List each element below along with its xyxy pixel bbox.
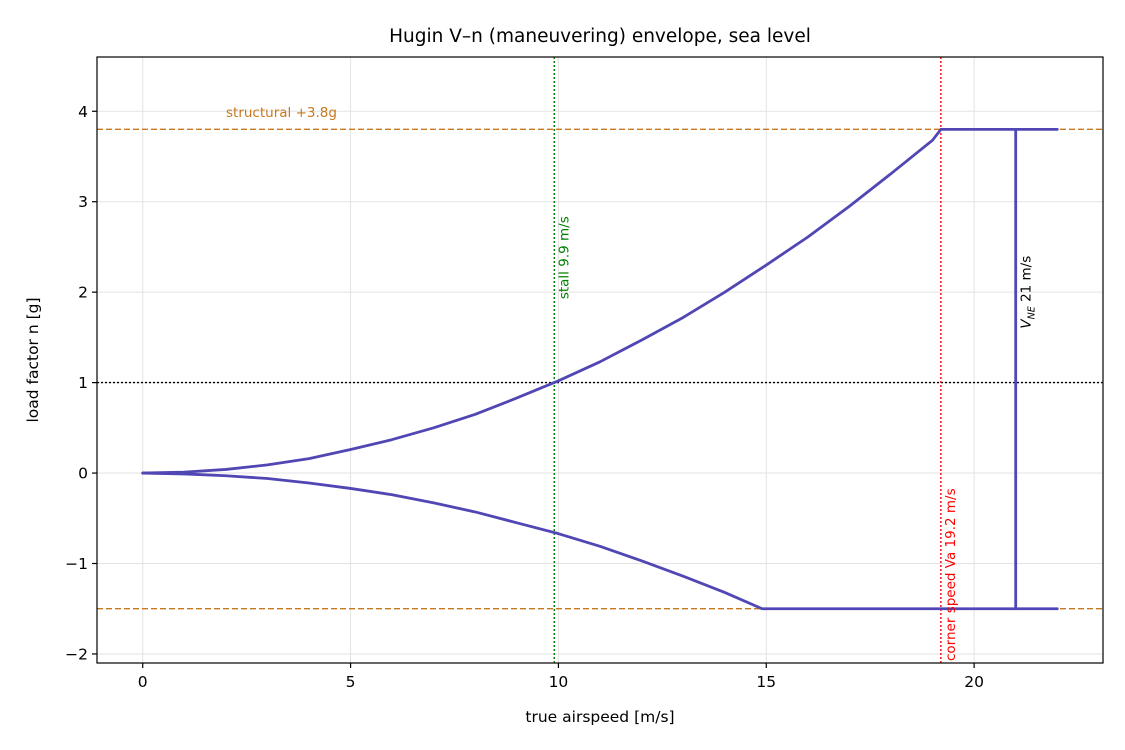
plot-frame <box>96 56 1104 664</box>
y-tick-label: −1 <box>65 555 88 573</box>
vne-label-sub: NE <box>1027 306 1038 319</box>
envelope-line <box>141 471 1059 611</box>
chart-title: Hugin V–n (maneuvering) envelope, sea le… <box>389 26 811 47</box>
x-tick-label: 0 <box>138 673 148 691</box>
x-tick-label: 5 <box>346 673 356 691</box>
x-tick-label: 10 <box>549 673 569 691</box>
x-tick-label: 15 <box>756 673 776 691</box>
y-tick-label: 2 <box>78 284 88 302</box>
y-tick-label: 3 <box>78 193 88 211</box>
y-tick-label: 4 <box>78 103 88 121</box>
y-tick-label: 0 <box>78 465 88 483</box>
x-axis-label: true airspeed [m/s] <box>525 708 674 726</box>
structural-limit-label: structural +3.8g <box>226 105 337 121</box>
envelope-series <box>141 127 1059 611</box>
y-tick-label: 1 <box>78 374 88 392</box>
y-axis-label: load factor n [g] <box>24 297 42 422</box>
grid <box>97 57 1103 663</box>
y-axis-ticks: −2 −1 0 1 2 3 4 <box>65 103 97 663</box>
stall-speed-label: stall 9.9 m/s <box>556 216 572 299</box>
envelope-line <box>141 127 1059 475</box>
x-tick-label: 20 <box>964 673 984 691</box>
vne-label: VNE 21 m/s <box>1019 256 1038 329</box>
vne-label-v: V <box>1019 318 1035 329</box>
x-axis-ticks: 0 5 10 15 20 <box>138 663 984 691</box>
vne-label-rest: 21 m/s <box>1019 256 1035 307</box>
corner-speed-label: corner speed Va 19.2 m/s <box>943 488 959 661</box>
y-tick-label: −2 <box>65 645 88 663</box>
